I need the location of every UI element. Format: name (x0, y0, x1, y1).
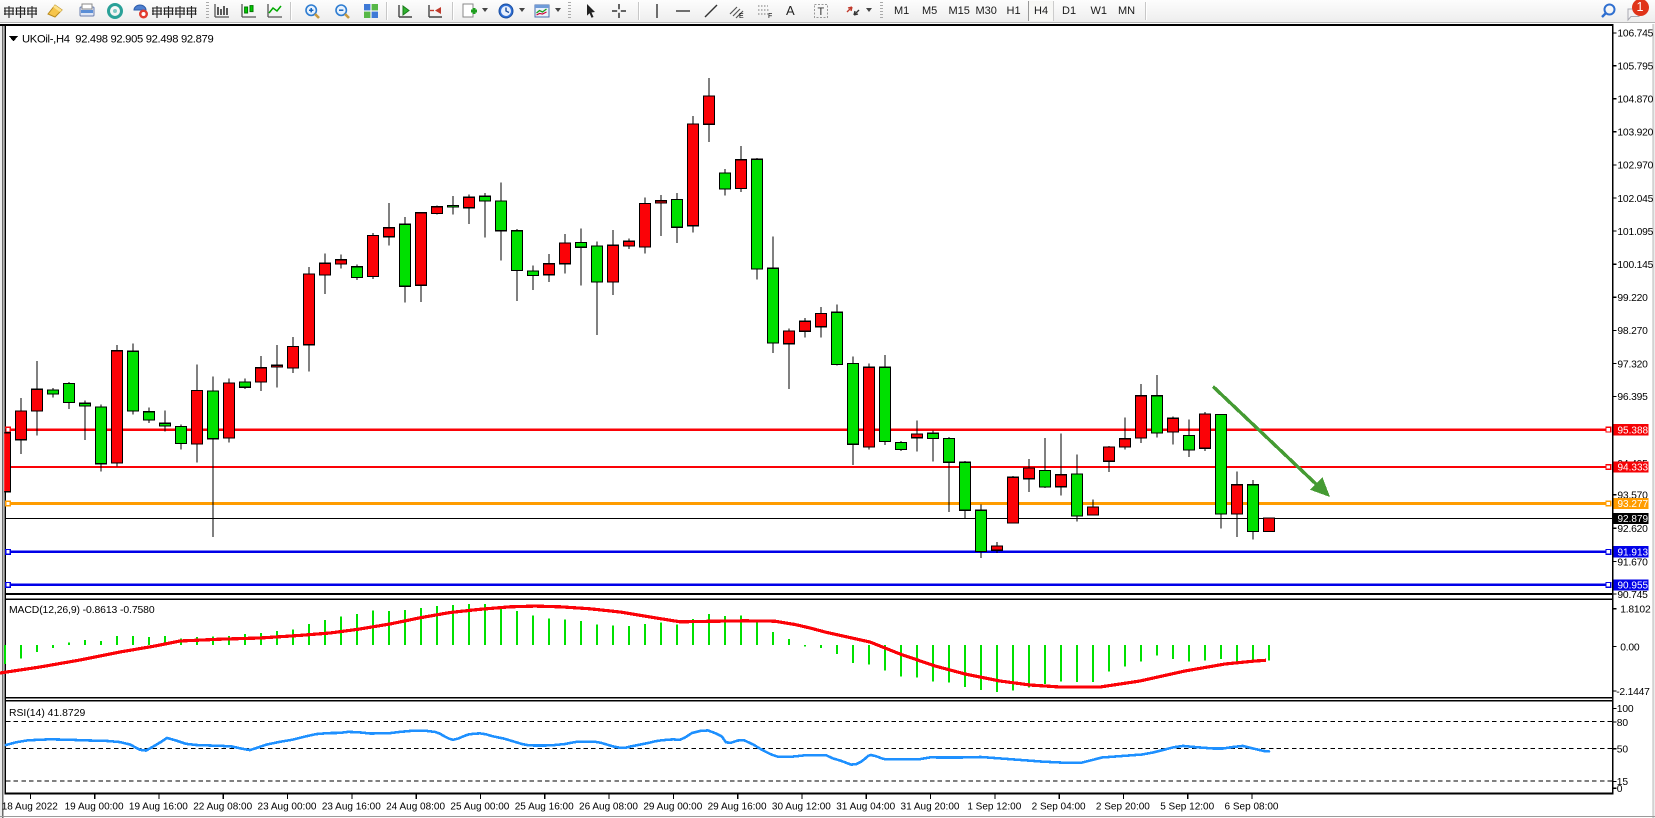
svg-text:UKOil-,H4 92.498 92.905 92.49: UKOil-,H4 92.498 92.905 92.498 92.879 (22, 33, 213, 45)
svg-text:98.270: 98.270 (1617, 326, 1648, 337)
svg-text:22 Aug 08:00: 22 Aug 08:00 (193, 802, 252, 813)
svg-text:25 Aug 16:00: 25 Aug 16:00 (515, 802, 574, 813)
svg-text:106.745: 106.745 (1617, 29, 1653, 40)
svg-text:31 Aug 04:00: 31 Aug 04:00 (836, 802, 895, 813)
svg-text:102.970: 102.970 (1617, 161, 1653, 172)
svg-text:T: T (818, 6, 825, 18)
svg-text:91.670: 91.670 (1617, 557, 1648, 568)
svg-text:2 Sep 20:00: 2 Sep 20:00 (1096, 802, 1150, 813)
svg-text:5 Sep 12:00: 5 Sep 12:00 (1160, 802, 1214, 813)
svg-text:101.095: 101.095 (1617, 227, 1653, 238)
svg-text:MACD(12,26,9) -0.8613 -0.7580: MACD(12,26,9) -0.8613 -0.7580 (9, 605, 155, 616)
svg-text:29 Aug 00:00: 29 Aug 00:00 (643, 802, 702, 813)
svg-text:50: 50 (1617, 745, 1629, 756)
svg-text:92.620: 92.620 (1617, 524, 1648, 535)
svg-text:104.870: 104.870 (1617, 95, 1653, 106)
svg-text:6 Sep 08:00: 6 Sep 08:00 (1225, 802, 1279, 813)
svg-text:23 Aug 00:00: 23 Aug 00:00 (258, 802, 317, 813)
svg-text:93.277: 93.277 (1618, 499, 1649, 510)
svg-text:30 Aug 12:00: 30 Aug 12:00 (772, 802, 831, 813)
svg-text:100: 100 (1617, 704, 1634, 715)
svg-text:94.333: 94.333 (1618, 463, 1649, 474)
svg-text:103.920: 103.920 (1617, 128, 1653, 139)
svg-text:31 Aug 20:00: 31 Aug 20:00 (901, 802, 960, 813)
svg-text:92.879: 92.879 (1618, 514, 1649, 525)
svg-text:80: 80 (1617, 718, 1629, 729)
svg-text:97.320: 97.320 (1617, 359, 1648, 370)
svg-text:26 Aug 08:00: 26 Aug 08:00 (579, 802, 638, 813)
svg-text:19 Aug 16:00: 19 Aug 16:00 (129, 802, 188, 813)
svg-text:90.745: 90.745 (1617, 590, 1648, 601)
svg-text:F: F (768, 13, 772, 20)
svg-text:25 Aug 00:00: 25 Aug 00:00 (450, 802, 509, 813)
svg-text:19 Aug 00:00: 19 Aug 00:00 (65, 802, 124, 813)
svg-text:102.045: 102.045 (1617, 194, 1653, 205)
svg-text:91.913: 91.913 (1618, 548, 1649, 559)
svg-text:E: E (739, 13, 744, 20)
svg-text:0.00: 0.00 (1620, 642, 1640, 653)
svg-text:23 Aug 16:00: 23 Aug 16:00 (322, 802, 381, 813)
svg-text:-2.1447: -2.1447 (1616, 687, 1650, 698)
svg-text:1.8102: 1.8102 (1620, 605, 1651, 616)
svg-text:RSI(14) 41.8729: RSI(14) 41.8729 (9, 708, 85, 719)
svg-text:100.145: 100.145 (1617, 260, 1653, 271)
svg-text:95.388: 95.388 (1618, 425, 1649, 436)
svg-text:18 Aug 2022: 18 Aug 2022 (2, 802, 59, 813)
svg-text:15: 15 (1617, 777, 1629, 788)
svg-text:29 Aug 16:00: 29 Aug 16:00 (708, 802, 767, 813)
svg-text:96.395: 96.395 (1617, 392, 1648, 403)
svg-text:24 Aug 08:00: 24 Aug 08:00 (386, 802, 445, 813)
svg-text:0: 0 (1617, 784, 1623, 795)
svg-text:2 Sep 04:00: 2 Sep 04:00 (1032, 802, 1086, 813)
svg-text:93.570: 93.570 (1617, 491, 1648, 502)
svg-text:90.955: 90.955 (1618, 581, 1649, 592)
svg-text:99.220: 99.220 (1617, 293, 1648, 304)
svg-text:1 Sep 12:00: 1 Sep 12:00 (967, 802, 1021, 813)
svg-text:105.795: 105.795 (1617, 62, 1653, 73)
